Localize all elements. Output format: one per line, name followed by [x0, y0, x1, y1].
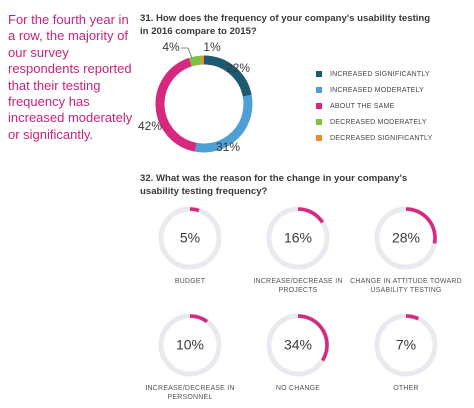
data-label: 5% [180, 230, 200, 246]
legend-swatch [316, 135, 322, 141]
donut-segment [203, 55, 252, 97]
legend-label: INCREASED MODERATELY [330, 86, 424, 94]
category-label: INCREASE/DECREASE IN PERSONNEL [145, 385, 235, 401]
legend-label: DECREASED MODERATELY [330, 118, 427, 126]
category-label: CHANGE IN ATTITUDE TOWARD USABILITY TEST… [350, 278, 462, 294]
chart-title: 32. What was the reason for the change i… [140, 173, 408, 197]
donut-segment [194, 94, 253, 153]
donut-segment [155, 57, 197, 152]
legend-item: DECREASED SIGNIFICANTLY [316, 130, 433, 146]
data-label: 10% [176, 337, 204, 353]
data-label: 31% [216, 140, 240, 154]
donut-segment [189, 55, 202, 67]
category-label: NO CHANGE [275, 385, 321, 392]
data-label: 42% [138, 119, 162, 133]
legend-swatch [316, 87, 322, 93]
legend-item: INCREASED SIGNIFICANTLY [316, 66, 433, 82]
category-label: OTHER [393, 385, 419, 392]
legend-label: INCREASED SIGNIFICANTLY [330, 70, 430, 78]
data-label: 22% [226, 61, 250, 75]
donut-arc [189, 314, 209, 324]
legend-swatch [316, 71, 322, 77]
legend-item: DECREASED MODERATELY [316, 114, 433, 130]
data-label: 1% [203, 40, 221, 54]
leader-line [181, 47, 193, 59]
legend: INCREASED SIGNIFICANTLY INCREASED MODERAT… [316, 66, 433, 146]
data-label: 7% [396, 337, 416, 353]
data-label: 4% [162, 40, 180, 54]
legend-swatch [316, 119, 322, 125]
legend-label: ABOUT THE SAME [330, 102, 395, 110]
category-label: INCREASE/DECREASE IN PROJECTS [253, 278, 343, 294]
donut-arc [189, 207, 200, 213]
chart-title: 31. How does the frequency of your compa… [140, 13, 431, 37]
legend-item: ABOUT THE SAME [316, 98, 433, 114]
donut-arc [297, 207, 324, 224]
data-label: 28% [392, 230, 420, 246]
donut-arc [405, 207, 437, 244]
donut-arc [405, 314, 420, 321]
donut-arc [297, 314, 329, 362]
data-label: 16% [284, 230, 312, 246]
legend-swatch [316, 103, 322, 109]
legend-label: DECREASED SIGNIFICANTLY [330, 134, 433, 142]
data-label: 34% [284, 337, 312, 353]
sidebar-text: For the fourth year in a row, the majori… [8, 12, 133, 142]
legend-item: INCREASED MODERATELY [316, 82, 433, 98]
category-label: BUDGET [174, 278, 206, 285]
